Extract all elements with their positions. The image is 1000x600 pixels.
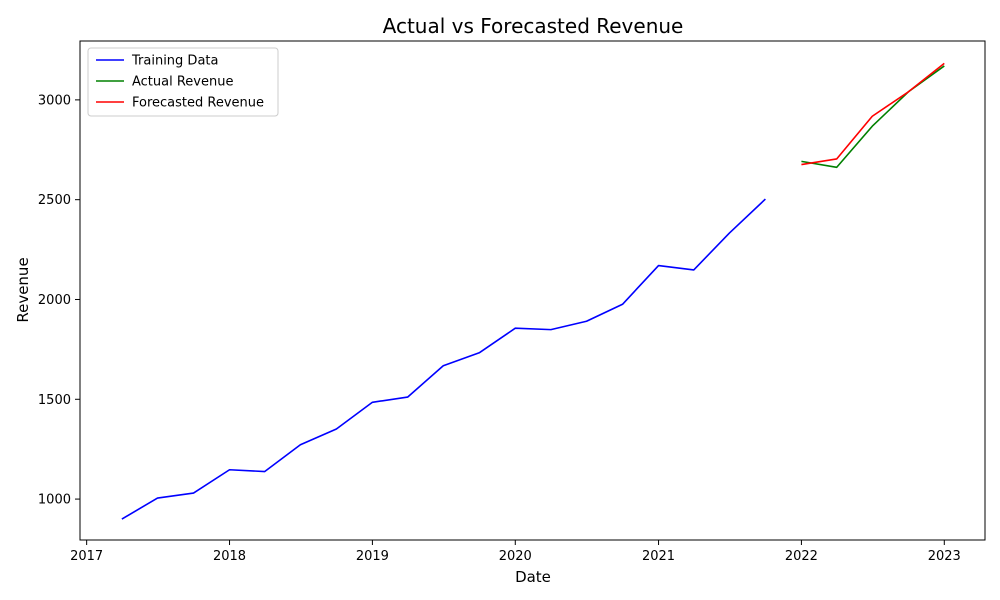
legend-box xyxy=(87,47,279,117)
x-axis-label: Date xyxy=(515,568,551,586)
x-tick-label: 2018 xyxy=(213,549,246,564)
legend: Training Data Actual Revenue Forecasted Re… xyxy=(87,47,279,117)
plot-frame xyxy=(79,40,986,541)
y-tick-label: 1500 xyxy=(38,393,71,408)
legend-label: Forecasted Revenue xyxy=(132,96,264,111)
x-tick-label: 2019 xyxy=(356,549,389,564)
chart-title: Actual vs Forecasted Revenue xyxy=(383,14,684,38)
x-tick-label: 2023 xyxy=(928,549,961,564)
series-line-training-data xyxy=(121,198,766,520)
y-tick-label: 1000 xyxy=(38,493,71,508)
y-tick-label: 3000 xyxy=(38,93,71,108)
y-tick-label: 2500 xyxy=(38,193,71,208)
legend-label: Training Data xyxy=(131,54,218,69)
x-tick-label: 2017 xyxy=(70,549,103,564)
y-axis-label: Revenue xyxy=(14,257,32,322)
axes: 2017 2018 2019 2020 2021 2022 2023 1000 1500 2000… xyxy=(38,93,961,564)
x-tick-label: 2022 xyxy=(785,549,818,564)
legend-label: Actual Revenue xyxy=(132,75,233,90)
x-tick-label: 2021 xyxy=(642,549,675,564)
series-line-forecasted-revenue xyxy=(801,62,945,166)
series-layer xyxy=(121,62,945,520)
x-tick-label: 2020 xyxy=(499,549,532,564)
y-tick-label: 2000 xyxy=(38,293,71,308)
